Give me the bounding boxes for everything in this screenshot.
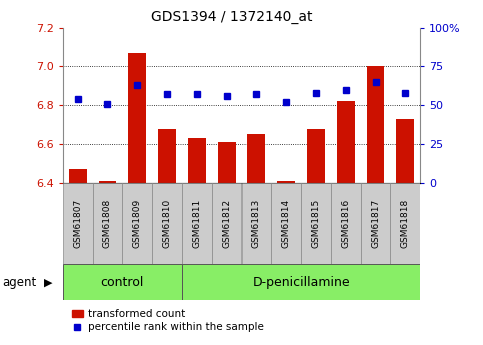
Text: D-penicillamine: D-penicillamine <box>252 276 350 288</box>
Text: GSM61813: GSM61813 <box>252 199 261 248</box>
Bar <box>397 119 414 183</box>
Bar <box>271 183 301 264</box>
Bar <box>182 264 420 300</box>
Bar <box>277 181 295 183</box>
Bar <box>212 183 242 264</box>
Text: GSM61810: GSM61810 <box>163 199 171 248</box>
Bar <box>122 183 152 264</box>
Text: GSM61812: GSM61812 <box>222 199 231 248</box>
Bar <box>218 142 236 183</box>
Bar <box>331 183 361 264</box>
Bar <box>63 264 182 300</box>
Bar <box>361 183 390 264</box>
Bar <box>247 134 265 183</box>
Text: GSM61815: GSM61815 <box>312 199 320 248</box>
Bar <box>152 183 182 264</box>
Text: GDS1394 / 1372140_at: GDS1394 / 1372140_at <box>151 10 313 24</box>
Text: GSM61807: GSM61807 <box>73 199 82 248</box>
Text: GSM61818: GSM61818 <box>401 199 410 248</box>
Bar <box>301 183 331 264</box>
Bar <box>128 53 146 183</box>
Text: ▶: ▶ <box>44 277 53 287</box>
Text: GSM61808: GSM61808 <box>103 199 112 248</box>
Bar <box>188 138 206 183</box>
Bar <box>367 67 384 183</box>
Text: GSM61809: GSM61809 <box>133 199 142 248</box>
Bar <box>158 129 176 183</box>
Text: GSM61816: GSM61816 <box>341 199 350 248</box>
Bar <box>390 183 420 264</box>
Text: GSM61814: GSM61814 <box>282 199 291 248</box>
Text: control: control <box>100 276 144 288</box>
Bar <box>242 183 271 264</box>
Text: GSM61811: GSM61811 <box>192 199 201 248</box>
Bar <box>69 169 86 183</box>
Bar <box>99 181 116 183</box>
Bar <box>63 183 93 264</box>
Text: GSM61817: GSM61817 <box>371 199 380 248</box>
Text: agent: agent <box>2 276 37 289</box>
Bar <box>93 183 122 264</box>
Legend: transformed count, percentile rank within the sample: transformed count, percentile rank withi… <box>68 305 268 336</box>
Bar <box>337 101 355 183</box>
Bar <box>307 129 325 183</box>
Bar <box>182 183 212 264</box>
